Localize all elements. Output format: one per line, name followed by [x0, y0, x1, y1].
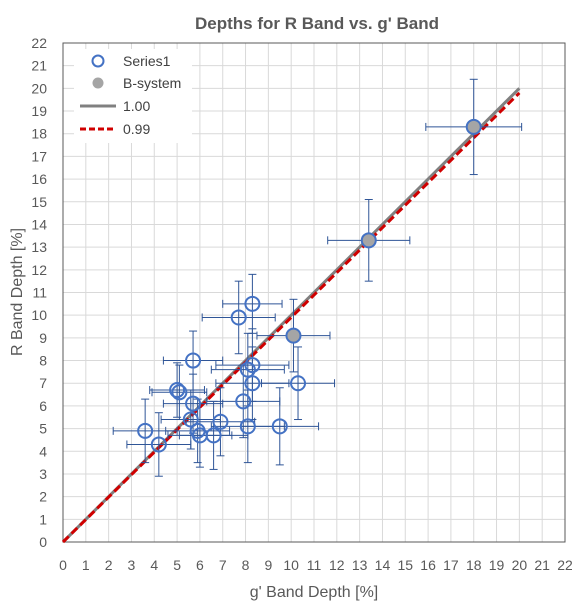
y-tick-label: 0: [39, 534, 47, 550]
legend: Series1 B-system 1.00 0.99: [74, 49, 192, 143]
y-tick-label: 13: [31, 239, 47, 255]
reference-line-099: [61, 91, 521, 544]
x-tick-label: 14: [375, 557, 391, 573]
y-tick-label: 16: [31, 171, 47, 187]
series1-point: [169, 382, 186, 399]
x-axis-title: g' Band Depth [%]: [250, 584, 378, 601]
y-tick-label: 1: [39, 511, 47, 527]
x-tick-label: 18: [466, 557, 482, 573]
x-tick-label: 9: [264, 557, 272, 573]
series1-point: [290, 375, 307, 392]
series1-point: [185, 352, 202, 369]
x-tick-label: 22: [557, 557, 572, 573]
y-tick-label: 9: [39, 330, 47, 346]
reference-line-100: [61, 87, 521, 544]
y-tick-label: 19: [31, 103, 47, 119]
series1-point: [235, 393, 252, 410]
bsystem-point: [285, 327, 302, 344]
series1-point: [239, 361, 256, 378]
data-points: [137, 118, 482, 453]
y-tick-label: 4: [39, 443, 47, 459]
series1-point: [244, 295, 261, 312]
legend-line099-label: 0.99: [123, 121, 150, 137]
x-tick-label: 5: [173, 557, 181, 573]
y-tick-label: 12: [31, 262, 47, 278]
series1-point: [244, 375, 261, 392]
x-tick-label: 7: [219, 557, 227, 573]
y-tick-label: 6: [39, 398, 47, 414]
series1-point: [230, 309, 247, 326]
gridlines: [63, 43, 565, 542]
y-tick-label: 21: [31, 58, 47, 74]
series1-point: [137, 422, 154, 439]
x-tick-label: 1: [82, 557, 90, 573]
y-tick-label: 18: [31, 126, 47, 142]
series1-point: [239, 418, 256, 435]
x-tick-label: 15: [397, 557, 413, 573]
x-tick-label: 10: [283, 557, 299, 573]
x-tick-label: 13: [352, 557, 368, 573]
x-tick-label: 20: [512, 557, 528, 573]
series1-point: [244, 357, 261, 374]
y-tick-label: 17: [31, 148, 47, 164]
plot-area-border: [62, 42, 566, 543]
x-tick-label: 16: [420, 557, 436, 573]
x-axis-ticks: 0 1 2 3 4 5 6 7 8 9 10 11 12 13 14 15 16 17 18 19 20 21 22: [59, 557, 572, 573]
series1-point: [182, 411, 199, 428]
y-tick-label: 20: [31, 80, 47, 96]
x-tick-label: 3: [128, 557, 136, 573]
x-tick-label: 0: [59, 557, 67, 573]
y-tick-label: 7: [39, 375, 47, 391]
y-tick-label: 14: [31, 216, 47, 232]
series1-point: [150, 436, 167, 453]
x-tick-label: 2: [105, 557, 113, 573]
x-tick-label: 8: [242, 557, 250, 573]
x-tick-label: 6: [196, 557, 204, 573]
y-tick-label: 22: [31, 35, 47, 51]
y-tick-label: 5: [39, 421, 47, 437]
legend-bsystem-label: B-system: [123, 75, 181, 91]
y-axis-title: R Band Depth [%]: [9, 228, 26, 356]
series1-point: [271, 418, 288, 435]
y-tick-label: 2: [39, 489, 47, 505]
y-tick-label: 11: [32, 285, 47, 301]
bsystem-point: [360, 232, 377, 249]
bsystem-point: [465, 118, 482, 135]
y-tick-label: 8: [39, 353, 47, 369]
x-tick-label: 12: [329, 557, 345, 573]
x-tick-label: 17: [443, 557, 459, 573]
y-tick-label: 10: [31, 307, 47, 323]
x-tick-label: 21: [534, 557, 550, 573]
x-tick-label: 19: [489, 557, 505, 573]
series1-point: [171, 384, 188, 401]
series1-point: [212, 413, 229, 430]
series1-point: [185, 395, 202, 412]
series1-point: [205, 427, 222, 444]
y-tick-label: 15: [31, 194, 47, 210]
legend-series1-marker: [91, 54, 105, 68]
legend-bsystem-marker: [92, 77, 104, 89]
legend-series1-label: Series1: [123, 53, 171, 69]
y-tick-label: 3: [39, 466, 47, 482]
reference-lines: [61, 87, 521, 544]
x-tick-label: 11: [307, 557, 322, 573]
chart-title: Depths for R Band vs. g' Band: [195, 14, 439, 33]
x-tick-label: 4: [150, 557, 158, 573]
legend-line100-label: 1.00: [123, 98, 150, 114]
